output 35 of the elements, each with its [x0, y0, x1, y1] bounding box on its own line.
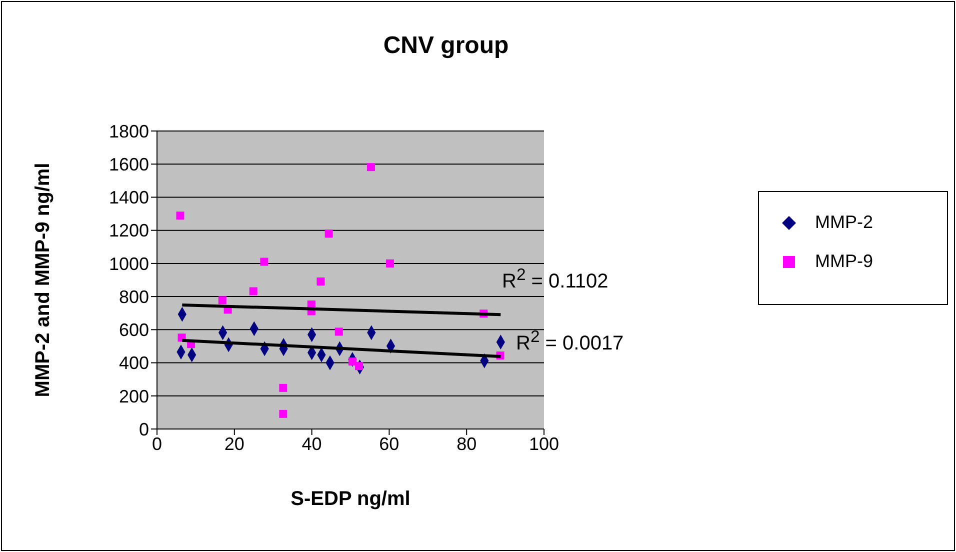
point [249, 287, 258, 296]
legend-label: MMP-2 [815, 212, 873, 233]
point [176, 212, 184, 220]
point [324, 230, 333, 238]
x-axis-title: S-EDP ng/ml [290, 488, 410, 510]
point [386, 259, 394, 268]
y-tick-label: 400 [118, 353, 149, 374]
y-axis-title: MMP-2 and MMP-9 ng/ml [32, 162, 54, 398]
y-tick-label: 1400 [108, 188, 149, 208]
y-tick-label: 200 [118, 386, 149, 406]
x-tick-label: 80 [456, 434, 477, 454]
point [279, 410, 288, 418]
chart-title: CNV group [382, 32, 510, 60]
legend-label: MMP-9 [815, 251, 873, 272]
x-tick-label: 20 [224, 434, 244, 454]
x-tick-label: 60 [379, 434, 400, 454]
x-tick-label: 40 [302, 434, 322, 454]
y-tick-label: 800 [118, 286, 149, 307]
y-tick-label: 1600 [108, 154, 149, 174]
y-tick-label: 0 [138, 419, 149, 440]
point [316, 277, 325, 286]
point [334, 328, 343, 336]
y-tick-label: 1800 [108, 121, 149, 142]
y-tick-label: 1200 [108, 220, 149, 241]
point [355, 362, 364, 370]
point [218, 296, 226, 304]
point [279, 384, 288, 392]
y-tick-label: 600 [118, 320, 149, 340]
annotation: R$^{2}$ = 0.1102 [502, 264, 608, 293]
x-tick-label: 100 [528, 434, 560, 454]
point [367, 163, 376, 172]
y-tick-label: 1000 [108, 254, 149, 274]
annotation: R$^{2}$ = 0.0017 [516, 326, 624, 355]
point [260, 258, 268, 266]
x-tick-label: 0 [152, 434, 162, 454]
